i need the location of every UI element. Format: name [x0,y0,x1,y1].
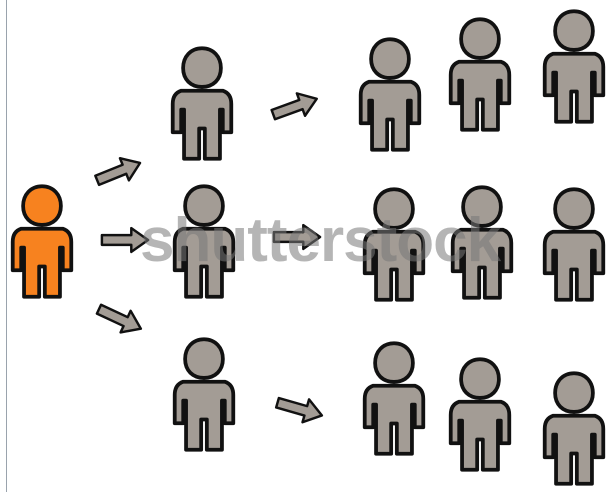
tier1-person-2 [172,184,236,299]
tier2-person-2 [451,19,510,130]
tier2-person-6 [545,189,604,300]
arrow-origin-to-top [91,150,147,193]
left-frame-line [6,0,7,492]
tier2-person-4 [365,189,424,300]
tier1-person-1 [170,46,234,161]
tier2-person-7 [365,343,424,454]
arrow-origin-to-bottom [92,296,148,342]
tier2-person-9 [545,373,604,484]
tier2-person-8 [451,359,510,470]
arrow-bottom-to-tier2 [272,389,327,429]
tier1-person-3 [172,337,236,452]
tier2-person-5 [453,187,512,298]
arrow-origin-to-middle [100,226,150,254]
tier2-person-3 [545,11,604,122]
tier2-person-1 [361,39,420,150]
arrow-top-to-tier2 [267,85,323,128]
origin-person [10,184,74,299]
arrow-middle-to-tier2 [272,223,322,251]
